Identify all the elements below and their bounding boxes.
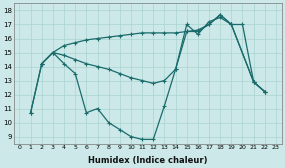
X-axis label: Humidex (Indice chaleur): Humidex (Indice chaleur)	[88, 156, 207, 164]
